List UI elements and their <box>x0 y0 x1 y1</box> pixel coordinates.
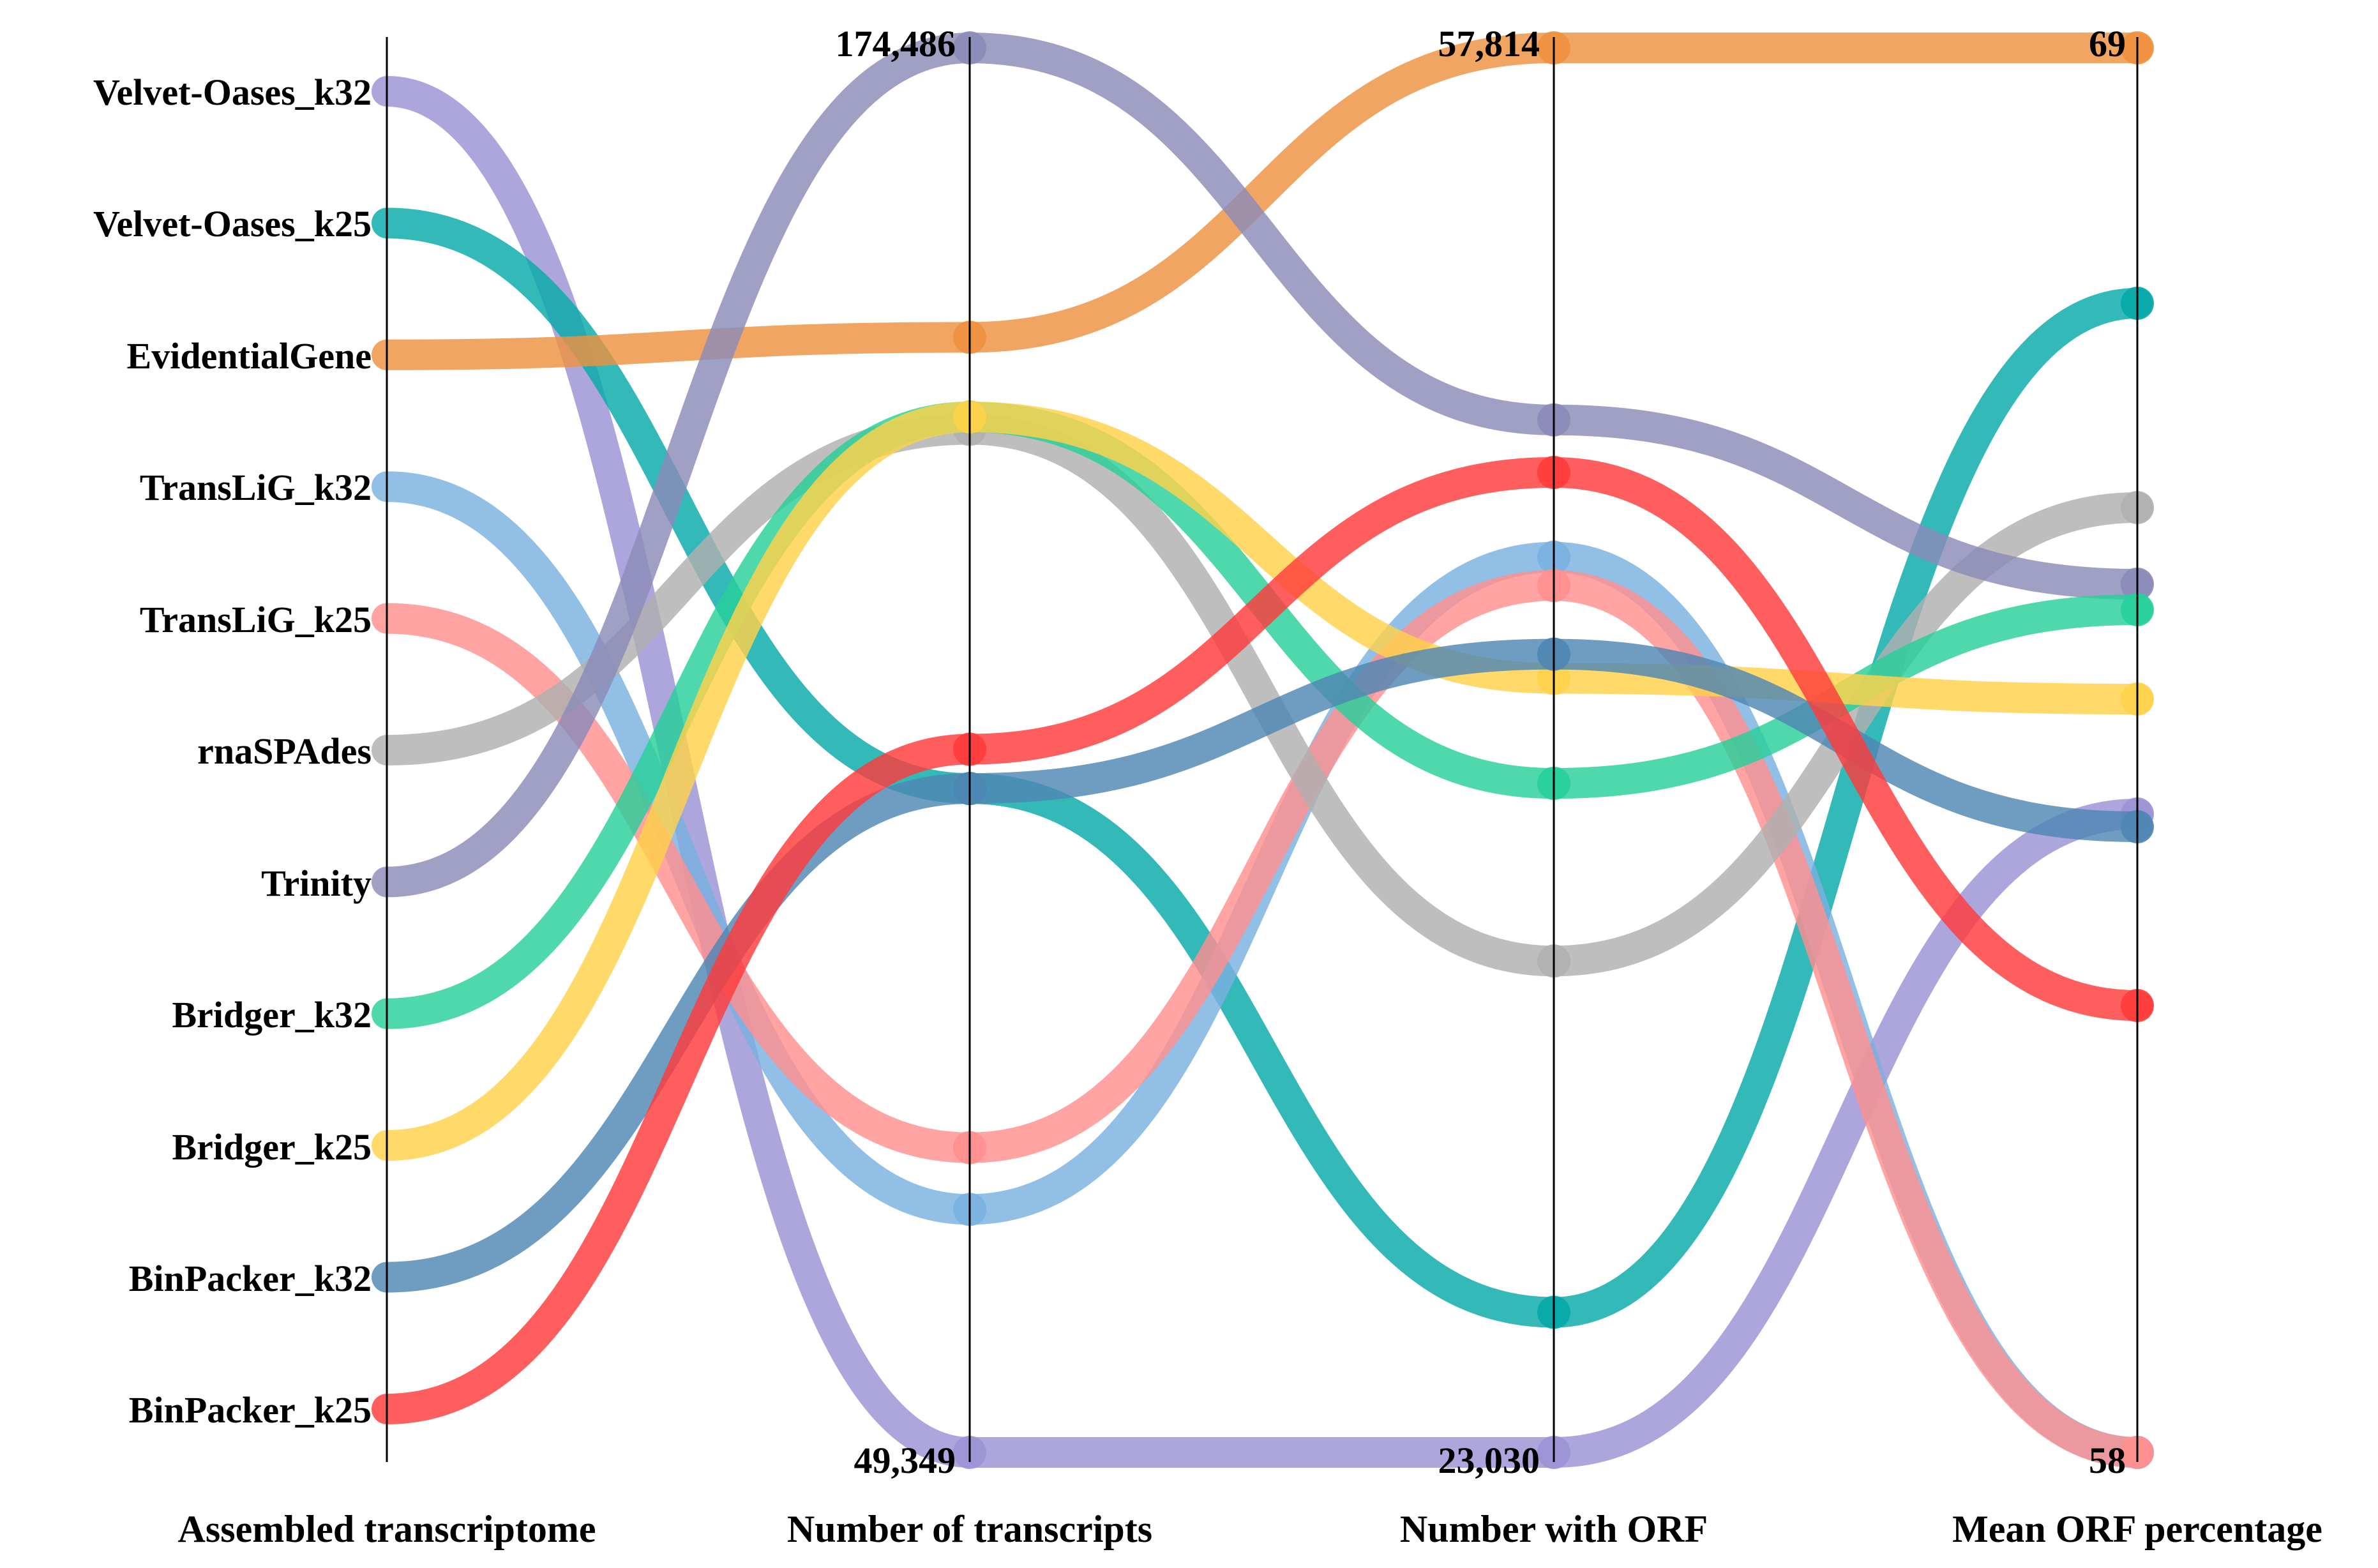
orf-min-label: 23,030 <box>1438 1440 1540 1481</box>
category-label: TransLiG_k25 <box>140 599 372 640</box>
series-line-velvet-oases-k25 <box>372 207 2153 1328</box>
transcripts-max-label: 174,486 <box>836 23 956 64</box>
category-label: rnaSPAdes <box>197 730 372 772</box>
series-line-velvet-oases-k32 <box>372 76 2153 1468</box>
category-label: Trinity <box>261 863 372 904</box>
transcripts-min-label: 49,349 <box>854 1440 956 1481</box>
series-line-evidentialgene <box>372 32 2153 370</box>
category-label: EvidentialGene <box>127 335 372 377</box>
mean-orf-min-label: 58 <box>2089 1440 2126 1481</box>
category-label: Velvet-Oases_k32 <box>93 72 372 113</box>
axis-title-orf: Number with ORF <box>1400 1508 1708 1550</box>
axis-title-transcripts: Number of transcripts <box>787 1508 1152 1550</box>
labels: Velvet-Oases_k32 Velvet-Oases_k25 Eviden… <box>93 23 2322 1550</box>
category-label: BinPacker_k25 <box>129 1389 372 1431</box>
category-label: TransLiG_k32 <box>140 467 372 508</box>
series-line-trinity <box>372 33 2153 898</box>
series-line-binpacker-k25 <box>372 456 2153 1424</box>
axis-title-assembly: Assembled transcriptome <box>178 1508 596 1550</box>
category-label: Bridger_k32 <box>172 994 372 1036</box>
category-label: Bridger_k25 <box>172 1126 372 1168</box>
series-line-translig-k25 <box>372 570 2153 1468</box>
series-line-bridger-k25 <box>372 402 2153 1161</box>
mean-orf-max-label: 69 <box>2089 23 2126 64</box>
category-label: Velvet-Oases_k25 <box>93 203 372 245</box>
orf-max-label: 57,814 <box>1438 23 1540 64</box>
series-lines <box>372 31 2154 1469</box>
axes <box>386 37 2139 1462</box>
axis-title-mean-orf: Mean ORF percentage <box>1952 1508 2322 1550</box>
category-label: BinPacker_k32 <box>129 1258 372 1299</box>
